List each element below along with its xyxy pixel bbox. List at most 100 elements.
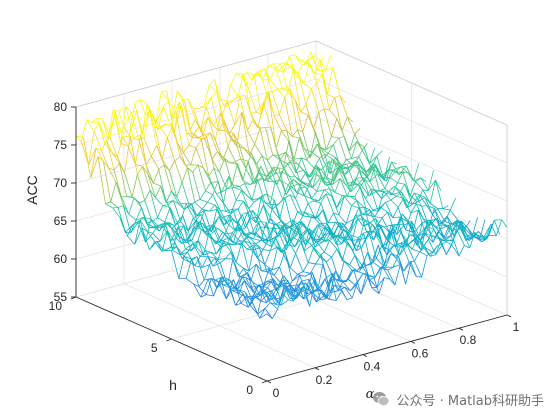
mesh-segment — [304, 272, 313, 277]
mesh-segment — [296, 285, 305, 299]
mesh-segment — [495, 219, 503, 236]
mesh-segment — [426, 205, 433, 215]
mesh-segment — [410, 261, 417, 277]
mesh-segment — [311, 241, 318, 246]
mesh-segment — [341, 116, 348, 131]
mesh-segment — [342, 281, 351, 291]
mesh-segment — [167, 230, 174, 251]
mesh-segment — [225, 258, 233, 260]
mesh-segment — [227, 146, 236, 162]
mesh-segment — [221, 217, 228, 224]
mesh-segment — [472, 235, 481, 239]
mesh-segment — [177, 215, 184, 224]
mesh-segment — [224, 158, 231, 164]
mesh-segment — [373, 276, 380, 294]
mesh-segment — [259, 281, 266, 296]
mesh-segment — [305, 282, 314, 294]
mesh-segment — [257, 177, 263, 180]
mesh-segment — [281, 130, 290, 142]
mesh-segment — [236, 145, 245, 149]
mesh-segment — [389, 278, 396, 286]
mesh-segment — [123, 205, 130, 215]
mesh-segment — [279, 228, 288, 245]
mesh-segment — [255, 196, 262, 223]
mesh-segment — [254, 244, 260, 249]
mesh-segment — [203, 167, 212, 183]
mesh-segment — [153, 168, 160, 184]
mesh-segment — [400, 165, 407, 168]
mesh-segment — [329, 167, 338, 174]
mesh-segment — [278, 97, 286, 115]
mesh-segment — [91, 121, 100, 124]
mesh-segment — [428, 218, 437, 227]
mesh-segment — [265, 167, 274, 177]
mesh-segment — [311, 191, 318, 199]
mesh-segment — [249, 144, 256, 156]
mesh-segment — [366, 164, 373, 176]
mesh-segment — [279, 251, 286, 268]
mesh-segment — [252, 120, 261, 129]
mesh-segment — [359, 169, 368, 176]
mesh-segment — [368, 189, 375, 197]
mesh-segment — [412, 210, 419, 233]
mesh-segment — [227, 132, 234, 147]
mesh-segment — [280, 63, 289, 92]
mesh-segment — [215, 279, 224, 286]
mesh-segment — [399, 240, 406, 256]
mesh-segment — [323, 226, 329, 229]
mesh-segment — [284, 251, 293, 282]
mesh-segment — [344, 287, 351, 292]
mesh-segment — [362, 273, 369, 277]
mesh-segment — [445, 239, 455, 255]
mesh-segment — [317, 287, 326, 300]
mesh-segment — [436, 218, 442, 224]
mesh-segment — [162, 205, 171, 208]
mesh-segment — [415, 181, 424, 191]
mesh-segment — [167, 230, 176, 243]
mesh-segment — [134, 99, 141, 104]
mesh-segment — [154, 126, 161, 128]
mesh-segment — [275, 220, 282, 225]
mesh-segment — [203, 264, 210, 281]
mesh-segment — [149, 240, 158, 250]
mesh-segment — [394, 264, 401, 286]
mesh-segment — [131, 110, 137, 113]
mesh-segment — [360, 274, 367, 295]
mesh-segment — [372, 244, 379, 263]
mesh-segment — [181, 251, 188, 259]
mesh-segment — [270, 302, 278, 310]
mesh-segment — [156, 240, 165, 251]
mesh-segment — [225, 100, 233, 108]
mesh-segment — [397, 182, 405, 185]
mesh-segment — [389, 171, 396, 178]
mesh-segment — [176, 182, 183, 198]
mesh-segment — [294, 175, 303, 182]
mesh-segment — [262, 285, 268, 288]
mesh-segment — [292, 70, 302, 112]
mesh-segment — [269, 67, 276, 80]
mesh-segment — [365, 198, 374, 211]
mesh-segment — [147, 174, 156, 198]
mesh-segment — [188, 145, 197, 149]
mesh-segment — [119, 162, 126, 174]
mesh-segment — [324, 55, 332, 71]
mesh-segment — [349, 160, 358, 171]
mesh-segment — [244, 240, 251, 244]
mesh-segment — [374, 265, 383, 278]
mesh-segment — [263, 205, 272, 219]
mesh-segment — [383, 190, 392, 201]
mesh-segment — [341, 163, 347, 167]
mesh-segment — [227, 279, 234, 285]
mesh-segment — [198, 210, 205, 228]
mesh-segment — [309, 184, 318, 192]
mesh-segment — [105, 203, 113, 209]
mesh-segment — [250, 113, 259, 129]
mesh-segment — [169, 207, 178, 224]
mesh-segment — [309, 173, 316, 185]
mesh-segment — [284, 88, 291, 98]
mesh-segment — [114, 111, 124, 138]
mesh-segment — [208, 232, 217, 255]
mesh-segment — [338, 196, 345, 216]
mesh-segment — [305, 231, 314, 246]
mesh-segment — [445, 235, 452, 241]
